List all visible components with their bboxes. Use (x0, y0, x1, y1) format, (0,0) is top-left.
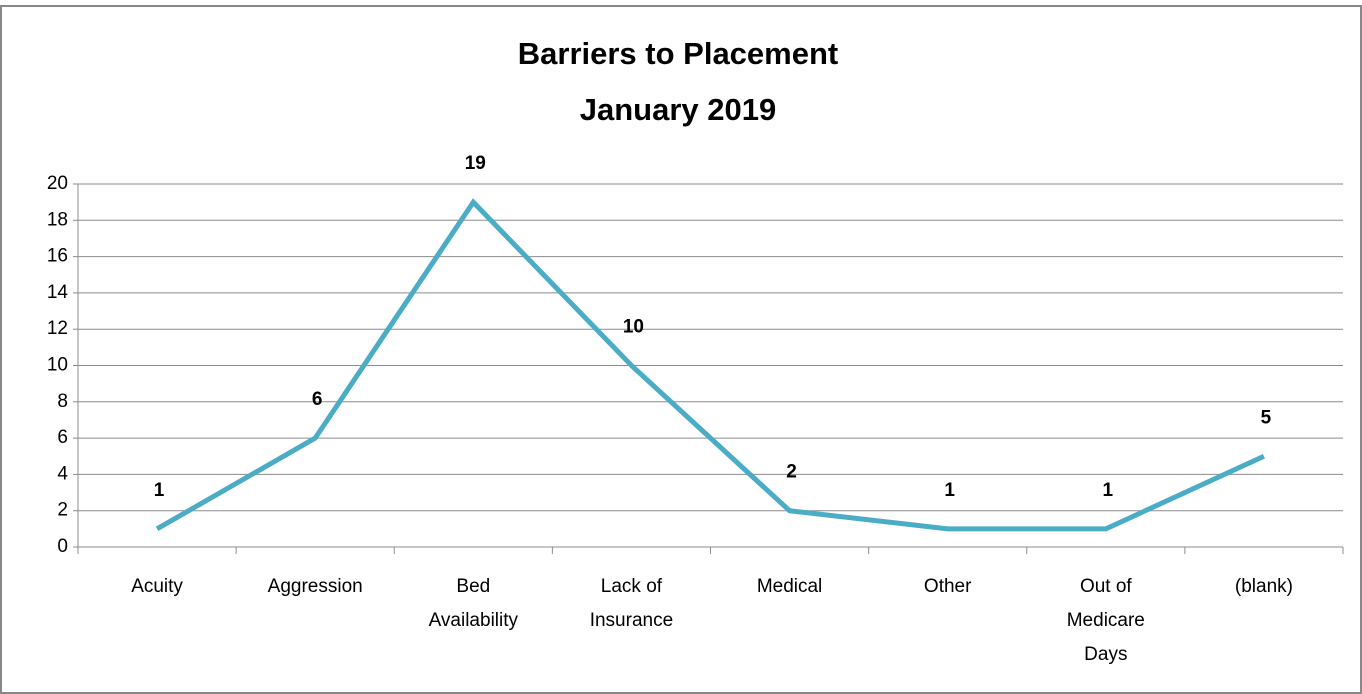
y-tick-label: 6 (57, 427, 68, 448)
y-tick-label: 0 (57, 536, 68, 557)
y-tick-label: 8 (57, 391, 68, 412)
y-tick-label: 16 (47, 246, 68, 267)
data-label: 6 (312, 389, 323, 410)
x-tick-label: Lack of Insurance (590, 576, 673, 631)
x-tick-label: Out of Medicare Days (1067, 576, 1145, 665)
y-tick-label: 14 (47, 282, 69, 303)
x-tick-label: (blank) (1235, 576, 1293, 597)
data-label: 5 (1261, 407, 1272, 428)
chart-title: Barriers to Placement (518, 36, 838, 71)
y-tick-label: 4 (57, 463, 68, 484)
data-label: 1 (154, 480, 165, 501)
x-tick-label: Acuity (131, 576, 183, 597)
y-tick-label: 10 (47, 355, 68, 376)
data-label: 1 (1103, 480, 1114, 501)
x-tick-label: Bed Availability (429, 576, 519, 631)
x-tick-label: Medical (757, 576, 822, 597)
y-tick-label: 18 (47, 209, 68, 230)
data-label: 2 (786, 462, 797, 483)
data-label: 1 (944, 480, 955, 501)
chart-frame (0, 5, 1362, 694)
y-tick-label: 2 (57, 500, 68, 521)
x-tick-label: Other (924, 576, 972, 597)
line (155, 198, 1265, 532)
data-label: 10 (623, 317, 644, 338)
chart-subtitle: January 2019 (580, 92, 776, 127)
y-tick-label: 12 (47, 318, 68, 339)
data-label: 19 (465, 153, 486, 174)
x-tick-label: Aggression (268, 576, 363, 597)
y-tick-label: 20 (47, 173, 68, 194)
